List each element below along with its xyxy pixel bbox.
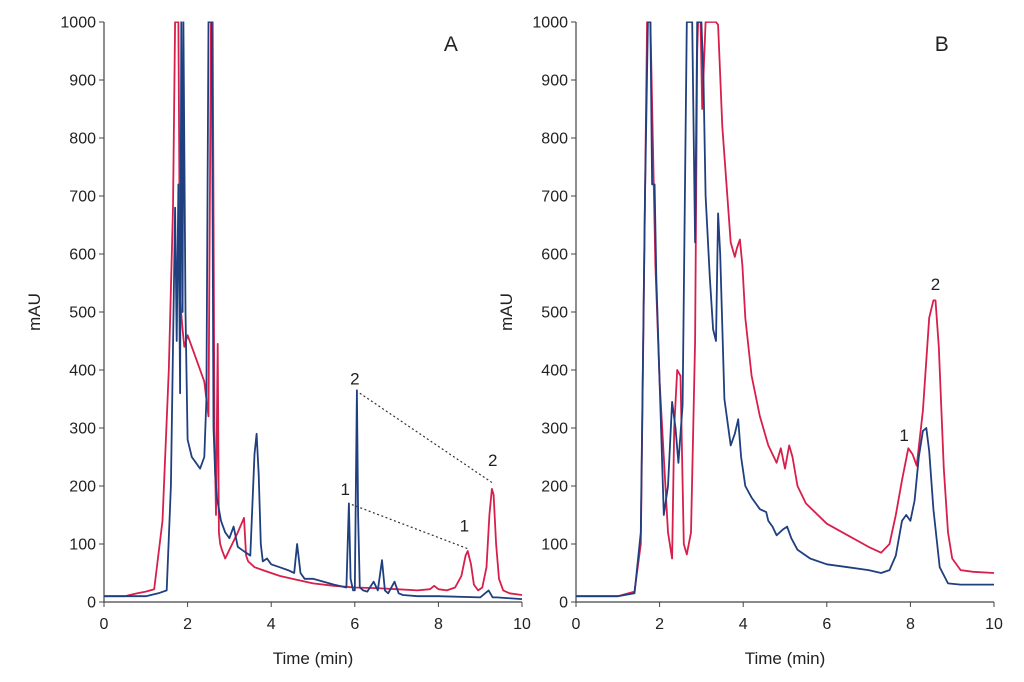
x-tick-label: 4 — [267, 616, 276, 633]
x-tick-label: 2 — [183, 616, 192, 633]
y-tick-label: 700 — [541, 189, 568, 206]
x-axis-title: Time (min) — [745, 649, 826, 668]
panel-label: B — [935, 33, 949, 56]
y-tick-label: 0 — [559, 595, 568, 612]
y-tick-label: 700 — [69, 189, 96, 206]
blue-series-line — [576, 21, 994, 598]
panel-label: A — [444, 33, 458, 56]
x-tick-label: 8 — [434, 616, 443, 633]
y-tick-label: 400 — [69, 363, 96, 380]
peak-label: 1 — [340, 480, 349, 499]
blue-series-line — [104, 21, 522, 600]
x-tick-label: 6 — [822, 616, 831, 633]
y-tick-label: 100 — [541, 537, 568, 554]
y-tick-label: 300 — [541, 421, 568, 438]
y-tick-label: 200 — [69, 479, 96, 496]
panel-b: 0 100 200 300 400 500 600 700 800 900 1000 0 2 4 6 8 10 T… — [497, 15, 1003, 669]
red-series-line — [104, 21, 522, 598]
peak-label: 1 — [460, 516, 469, 535]
x-tick-label: 6 — [350, 616, 359, 633]
panel-a: 0 100 200 300 400 500 600 700 800 900 1000 0 2 4 6 8 10 T… — [25, 15, 531, 669]
x-tick-label: 0 — [100, 616, 109, 633]
x-tick-label: 10 — [513, 616, 531, 633]
peak-connector-line — [351, 503, 468, 550]
peak-connector-line — [359, 392, 494, 484]
peak-label: 2 — [488, 451, 497, 470]
x-tick-label: 0 — [572, 616, 581, 633]
y-tick-label: 0 — [87, 595, 96, 612]
y-axis-title: mAU — [497, 293, 516, 331]
peak-label: 2 — [350, 370, 359, 389]
x-tick-label: 4 — [739, 616, 748, 633]
y-tick-label: 600 — [69, 247, 96, 264]
y-tick-label: 800 — [541, 131, 568, 148]
y-tick-label: 600 — [541, 247, 568, 264]
peak-label: 2 — [931, 275, 940, 294]
y-tick-label: 100 — [69, 537, 96, 554]
y-tick-label: 1000 — [532, 15, 568, 32]
peak-label: 1 — [899, 426, 908, 445]
y-tick-label: 1000 — [60, 15, 96, 32]
y-tick-label: 800 — [69, 131, 96, 148]
y-tick-label: 900 — [69, 73, 96, 90]
x-axis-title: Time (min) — [273, 649, 354, 668]
y-axis-title: mAU — [25, 293, 44, 331]
y-tick-label: 200 — [541, 479, 568, 496]
y-tick-label: 400 — [541, 363, 568, 380]
x-tick-label: 2 — [655, 616, 664, 633]
x-tick-label: 8 — [906, 616, 915, 633]
x-tick-label: 10 — [985, 616, 1003, 633]
red-series-line — [576, 21, 994, 598]
y-tick-label: 300 — [69, 421, 96, 438]
y-tick-label: 500 — [69, 305, 96, 322]
y-tick-label: 500 — [541, 305, 568, 322]
y-tick-label: 900 — [541, 73, 568, 90]
